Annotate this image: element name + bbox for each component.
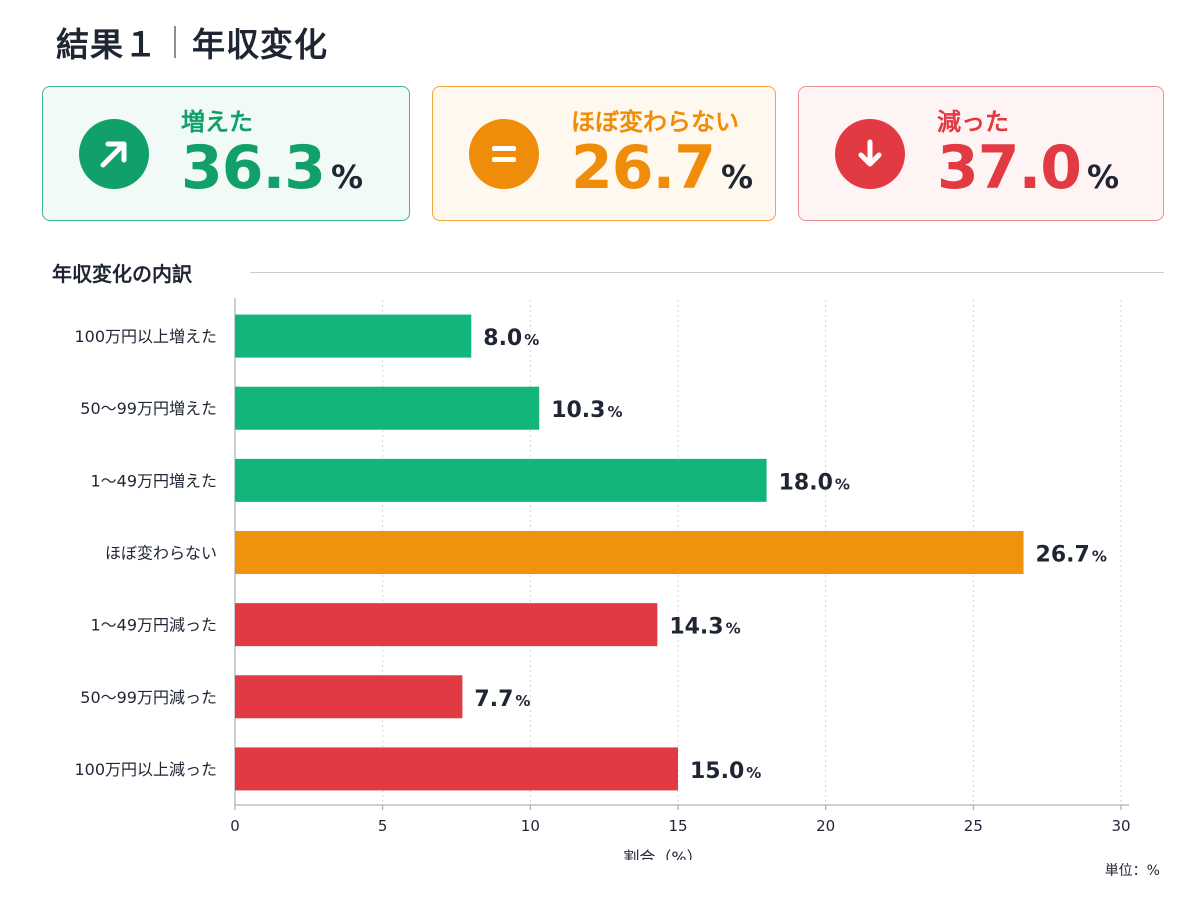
- unit-note: 単位：%: [1104, 863, 1160, 879]
- section-title: 年収変化の内訳: [52, 262, 192, 286]
- summary-unit: %: [1087, 157, 1120, 196]
- x-tick-label: 0: [230, 817, 240, 835]
- data-label: 8.0%: [483, 326, 539, 351]
- summary-value: 36.3: [181, 132, 326, 203]
- title-separator: [174, 26, 176, 58]
- bar: [235, 386, 540, 430]
- data-label: 14.3%: [669, 615, 740, 640]
- section-divider: [250, 272, 1164, 273]
- bar: [235, 458, 767, 502]
- summary-label: 減った: [937, 107, 1009, 136]
- summary-unit: %: [331, 157, 364, 196]
- data-label: 10.3%: [551, 398, 622, 423]
- summary-label: ほぼ変わらない: [571, 107, 739, 136]
- category-label: 1〜49万円増えた: [90, 471, 217, 490]
- bar: [235, 531, 1024, 574]
- x-tick-label: 20: [816, 817, 835, 835]
- x-tick-label: 10: [521, 817, 540, 835]
- summary-value: 26.7: [571, 132, 716, 203]
- x-tick-label: 15: [668, 817, 687, 835]
- category-label: 1〜49万円減った: [90, 616, 217, 635]
- data-label: 18.0%: [779, 470, 850, 495]
- summary-card-unchanged: ほぼ変わらない 26.7%: [432, 86, 776, 221]
- x-tick-label: 30: [1111, 817, 1130, 835]
- category-label: 100万円以上増えた: [74, 327, 217, 346]
- bar-chart: 0 5 10 15 20 25 30 100万円以上増えた 8.0 % 50〜99万円増えた 10.3…: [74, 298, 1131, 860]
- summary-label: 増えた: [181, 107, 253, 136]
- page-title: 結果１ 年収変化: [56, 20, 328, 64]
- arrow-up-right-icon: [79, 118, 149, 189]
- bar: [235, 747, 678, 791]
- summary-unit: %: [721, 157, 754, 196]
- summary-card-decreased: 減った 37.0%: [798, 86, 1164, 221]
- data-label: 15.0%: [690, 759, 761, 784]
- summary-value: 37.0: [937, 132, 1082, 203]
- category-label: 50〜99万円増えた: [80, 399, 217, 418]
- data-label: 26.7%: [1036, 543, 1107, 568]
- summary-card-increased: 増えた 36.3%: [42, 86, 410, 221]
- equals-icon: [469, 118, 539, 189]
- category-label: ほぼ変わらない: [105, 544, 217, 563]
- title-result-number: 結果１: [56, 25, 158, 64]
- x-axis-title: 割合（%）: [623, 848, 702, 860]
- category-label: 100万円以上減った: [74, 760, 217, 779]
- arrow-down-icon: [835, 118, 905, 189]
- bar: [235, 675, 463, 719]
- x-tick-label: 5: [378, 817, 388, 835]
- bar: [235, 603, 658, 647]
- category-label: 50〜99万円減った: [80, 688, 217, 707]
- title-topic: 年収変化: [192, 25, 328, 64]
- x-tick-label: 25: [964, 817, 983, 835]
- data-label: 7.7%: [474, 687, 530, 712]
- bar: [235, 314, 472, 358]
